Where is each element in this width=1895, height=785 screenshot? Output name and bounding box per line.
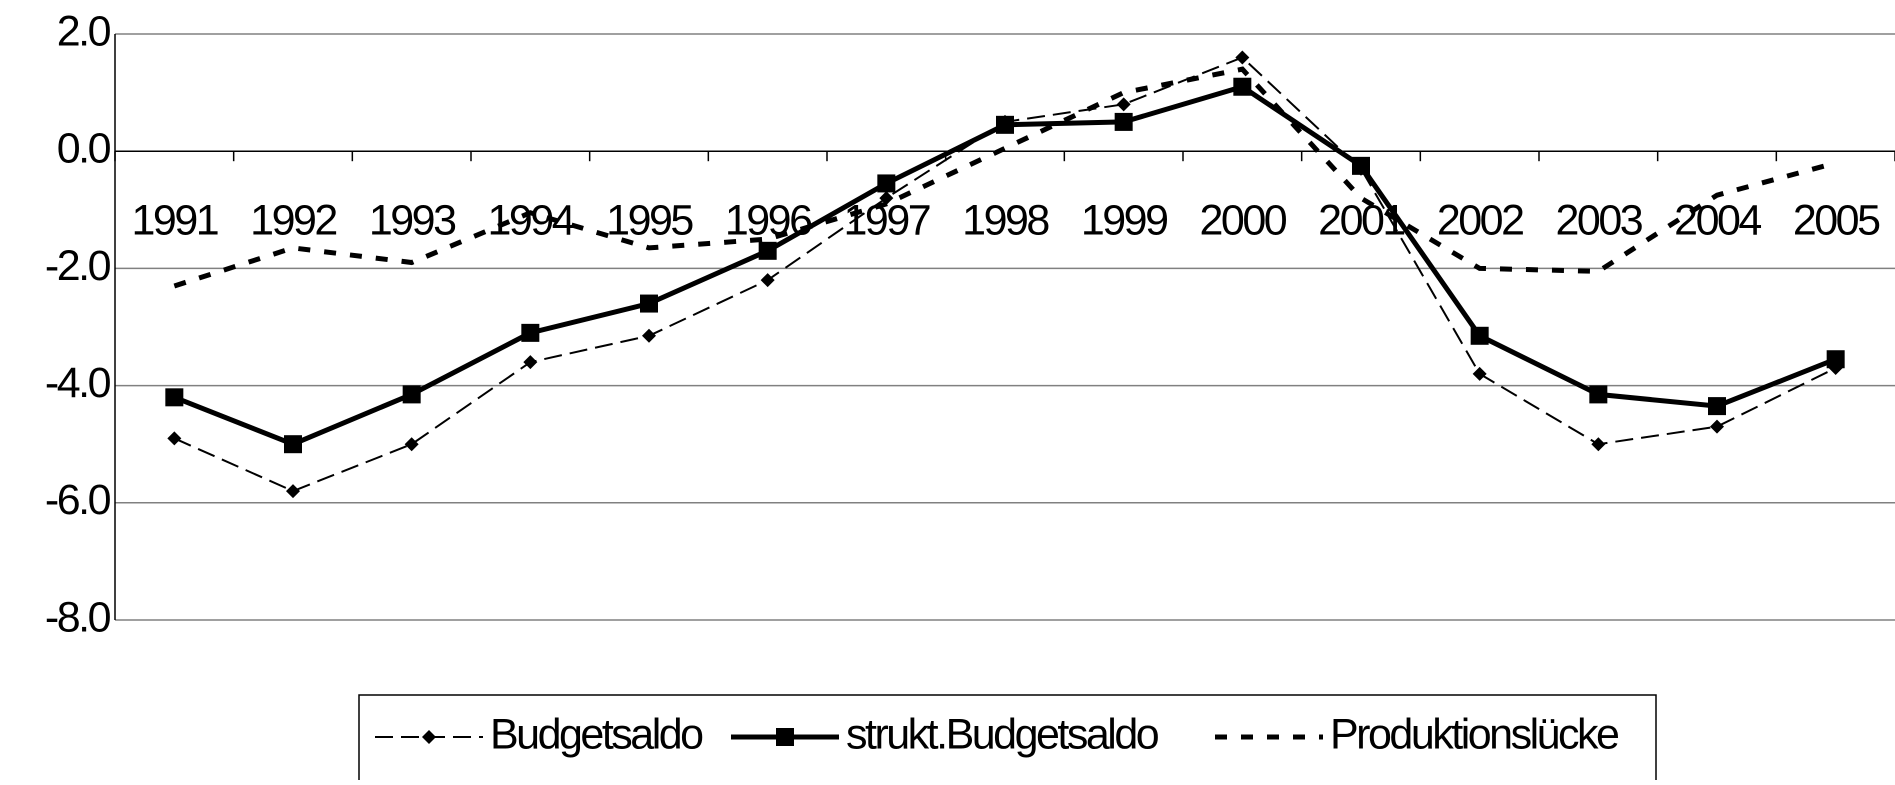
marker	[1470, 326, 1489, 345]
marker	[640, 294, 658, 313]
marker	[877, 174, 896, 193]
x-tick-label: 1996	[725, 196, 812, 244]
x-tick-label: 1997	[843, 196, 929, 244]
y-tick-label: -4.0	[45, 359, 111, 407]
marker	[776, 728, 794, 746]
y-tick-label: 0.0	[57, 125, 111, 173]
marker	[1710, 419, 1724, 434]
y-tick-label: 2.0	[57, 7, 111, 55]
marker	[402, 385, 421, 404]
marker	[286, 484, 300, 499]
legend-label: Produktionslücke	[1330, 710, 1618, 758]
x-tick-label: 2001	[1318, 196, 1404, 244]
marker	[167, 431, 182, 446]
marker	[1826, 350, 1845, 369]
y-tick-label: -2.0	[45, 242, 111, 290]
marker	[1235, 50, 1250, 65]
x-tick-label: 1993	[369, 196, 456, 244]
marker	[284, 435, 302, 454]
marker	[760, 273, 775, 288]
x-tick-label: 1995	[606, 196, 693, 244]
x-tick-label: 2002	[1437, 196, 1523, 244]
legend-label: strukt.Budgetsaldo	[846, 710, 1159, 758]
marker	[1233, 77, 1252, 96]
marker	[642, 328, 656, 343]
marker	[996, 115, 1014, 134]
marker	[1352, 156, 1370, 175]
x-tick-label: 1994	[487, 196, 574, 244]
x-tick-label: 2003	[1555, 196, 1642, 244]
marker	[521, 323, 540, 342]
marker	[165, 388, 184, 407]
marker	[404, 437, 419, 452]
marker	[1114, 112, 1133, 131]
x-tick-label: 1999	[1081, 196, 1167, 244]
marker	[1116, 97, 1131, 112]
x-tick-label: 1998	[962, 196, 1049, 244]
series-line	[173, 66, 1837, 289]
legend-label: Budgetsaldo	[490, 710, 703, 758]
marker	[758, 241, 777, 260]
marker	[1708, 397, 1726, 416]
x-tick-label: 1991	[131, 196, 217, 244]
marker	[422, 730, 436, 744]
marker	[1591, 437, 1606, 452]
x-tick-label: 2004	[1674, 196, 1761, 244]
legend-box	[358, 694, 1657, 785]
marker	[1472, 366, 1487, 381]
x-tick-label: 1992	[250, 196, 336, 244]
y-tick-label: -8.0	[45, 593, 111, 641]
marker	[523, 355, 538, 370]
marker	[1589, 385, 1608, 404]
x-tick-label: 2000	[1199, 196, 1286, 244]
y-tick-label: -6.0	[45, 476, 111, 524]
x-tick-label: 2005	[1793, 196, 1880, 244]
series-line	[173, 84, 1837, 447]
marker	[879, 191, 894, 206]
